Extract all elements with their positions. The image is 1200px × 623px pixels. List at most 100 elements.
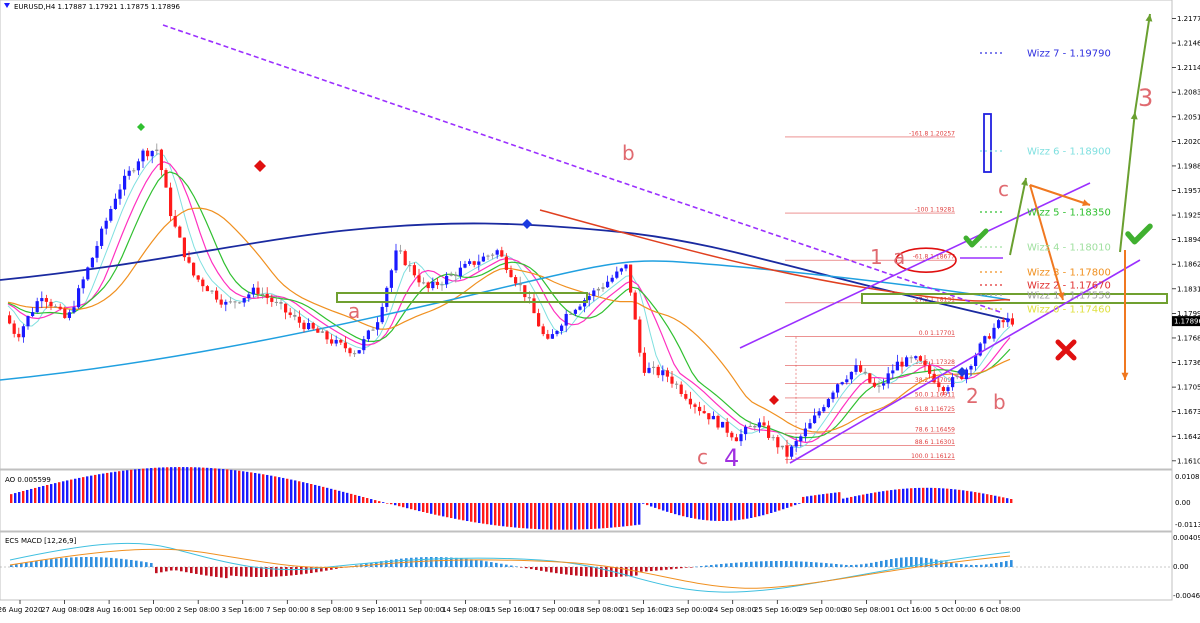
candle-body [578,306,582,310]
support-zone-left [336,292,588,303]
candle-body [964,369,968,380]
ao-bar [270,475,273,503]
candle-body [711,415,715,420]
ao-bar [170,467,173,503]
ao-bar [882,491,885,503]
macd-bar [200,567,203,575]
macd-bar [850,564,853,567]
ao-bar [710,503,713,521]
ao-bar [966,490,969,503]
ao-bar [690,503,693,518]
ao-bar [242,471,245,503]
macd-bar [65,557,68,567]
macd-bar [975,564,978,567]
ao-bar [250,472,253,503]
macd-bar [175,567,178,571]
ao-bar [642,503,645,504]
ao-bar [206,467,209,503]
candle-body [435,281,439,286]
ao-bar [630,503,633,526]
candle-body [500,250,504,257]
macd-bar [265,567,268,577]
ao-bar [194,467,197,503]
ao-bar [678,503,681,516]
candle-body [150,150,154,157]
candle-body [330,339,334,344]
checkmark-icon [963,228,989,248]
macd-bar [230,567,233,576]
macd-bar [970,564,973,567]
candle-body [629,264,633,293]
ao-bar [766,503,769,515]
ao-bar [822,494,825,503]
ao-bar [122,470,125,503]
ao-bar [858,495,861,503]
macd-bar [335,567,338,569]
macd-bar [325,567,328,571]
ao-bar [282,477,285,503]
fib-level-label: 23.6 1.17328 [915,359,955,366]
wave-label: a [893,245,905,269]
ao-bar [842,498,845,503]
ao-bar [466,503,469,522]
ao-bar [494,503,497,526]
descending-trendline [162,24,1001,313]
ao-bar [482,503,485,524]
ao-bar [598,503,601,529]
date-tick-label: 23 Sep 00:00 [665,606,712,614]
ao-bar [10,494,13,503]
candle-body [449,274,453,276]
wizz-level-label: Wizz 6 - 1.18900 [1027,147,1111,158]
macd-bar [935,559,938,567]
macd-signal-orange [9,548,1011,589]
candle-body [592,290,596,297]
macd-bar [110,557,113,567]
wizz-levels: Wizz 7 - 1.19790 Wizz 6 - 1.18900 Wizz 5 -… [980,49,1111,316]
candle-body [918,356,922,361]
ao-bar [450,503,453,519]
macd-bar [145,562,148,567]
candle-body [978,343,982,356]
ao-bar [830,493,833,503]
macd-bar [320,567,323,572]
support-zone-right [861,293,1168,304]
ao-bar [742,503,745,520]
macd-bar [1010,560,1013,567]
ma-fast-cyan [7,153,1011,449]
candle-body [353,353,357,355]
candle-body [376,322,380,330]
wave-label: 4 [724,444,739,472]
ao-bar [546,503,549,530]
ao-bar [718,503,721,521]
macd-bar [780,561,783,567]
candle-body [408,265,412,267]
ao-bar [490,503,493,525]
ao-bar [942,488,945,503]
price-tick-label: 1.18940 [1177,236,1200,244]
ao-bar [610,503,613,528]
ao-bar [550,503,553,530]
candle-body [431,281,435,289]
macd-bar [475,559,478,567]
ao-bar [50,484,53,503]
ma-light-blue [0,260,1011,381]
wizz-level-label: Wizz 0 - 1.17460 [1027,305,1111,316]
ao-bar [138,468,141,503]
macd-bar [440,557,443,567]
arrow-up-2 [1134,13,1151,113]
macd-bar [605,567,608,577]
ao-bar [326,487,329,503]
price-tick-label: 1.16420 [1177,433,1200,441]
macd-bar [690,567,693,568]
fib-highlight-ellipse [895,247,957,273]
ao-bar [390,503,393,505]
ao-bar [154,467,157,503]
macd-bar [290,567,293,576]
ao-bar [566,503,569,530]
candle-body [422,282,426,284]
ao-bar [774,503,777,512]
candle-body [670,376,674,384]
candle-body [776,437,780,448]
